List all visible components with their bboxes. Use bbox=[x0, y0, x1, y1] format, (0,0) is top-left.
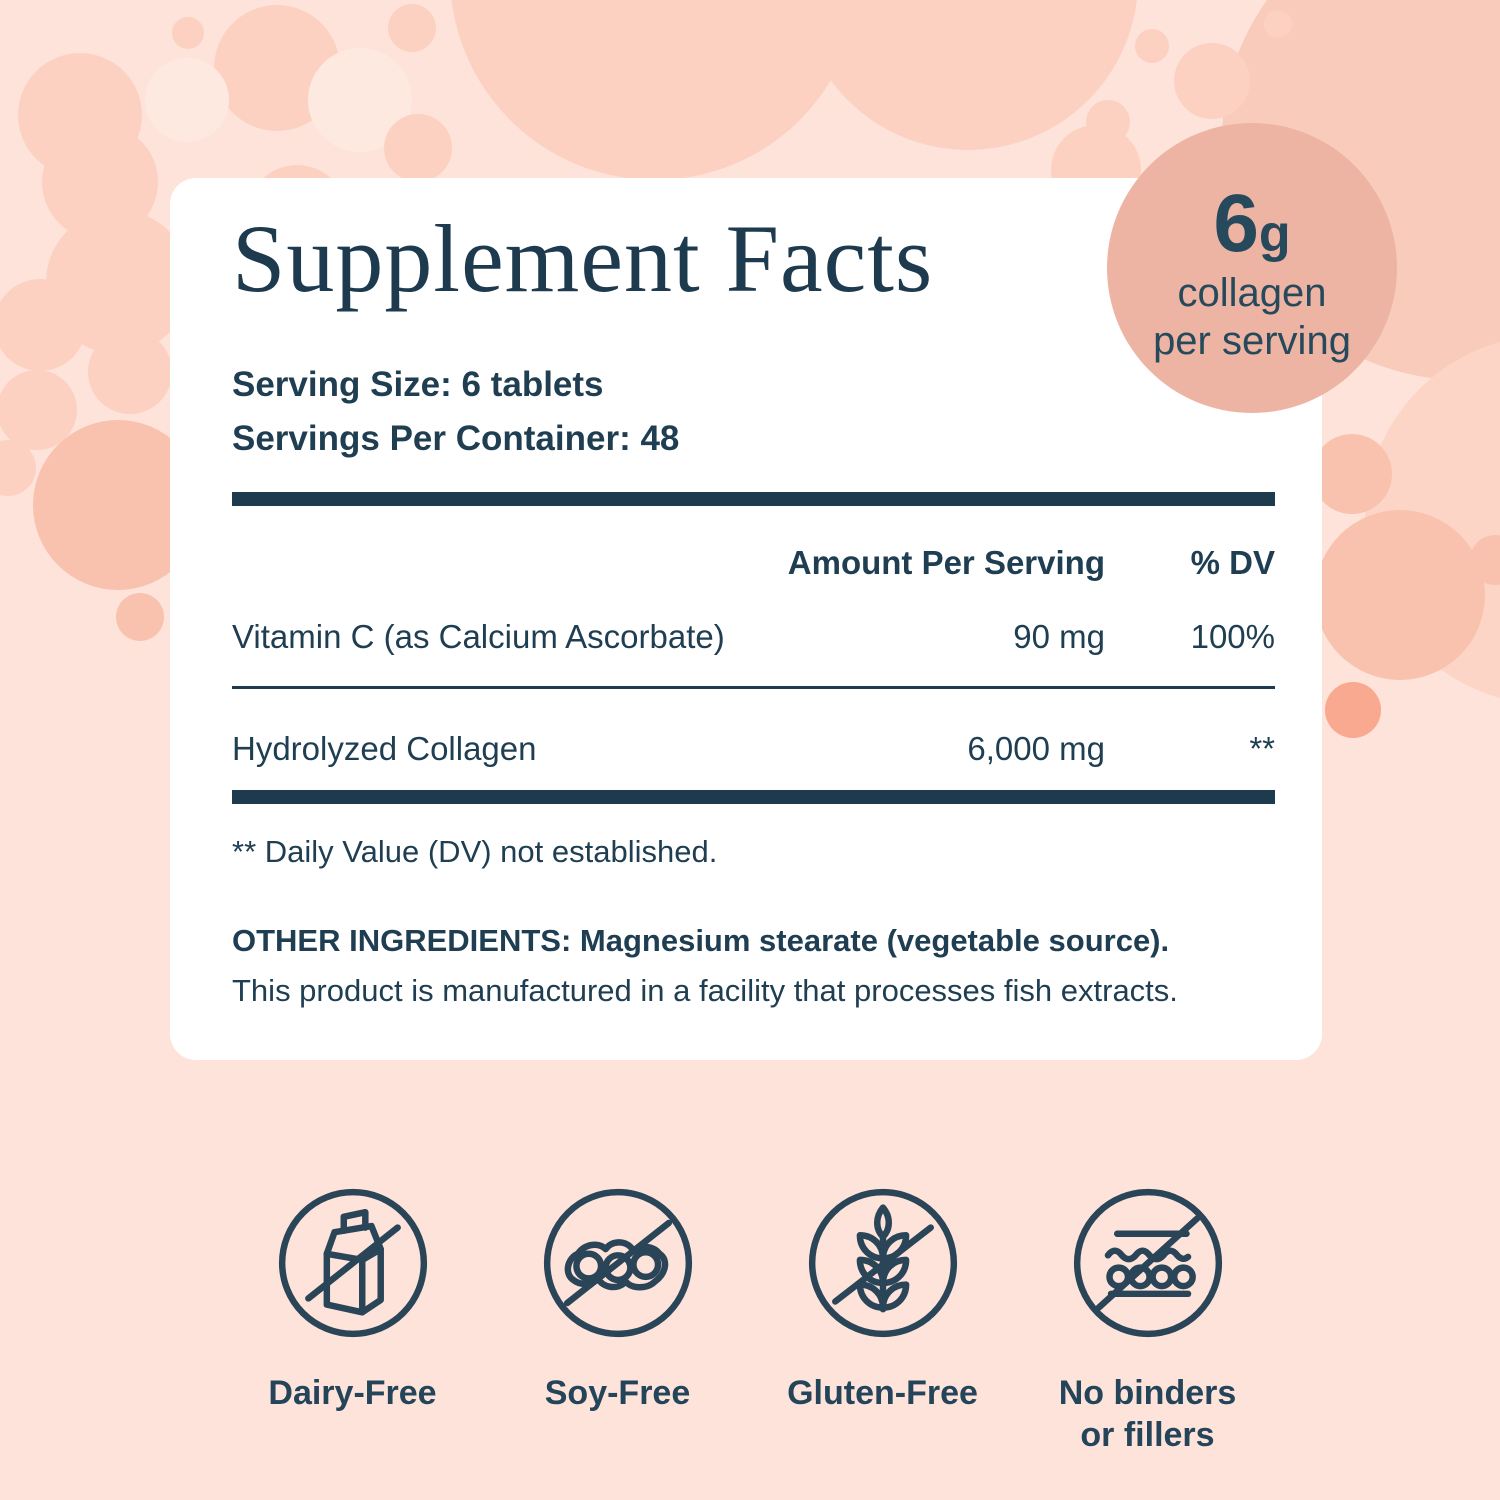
bubble-decoration bbox=[388, 4, 436, 52]
feature-gluten-free: Gluten-Free bbox=[750, 1186, 1015, 1456]
feature-label: Dairy-Free bbox=[268, 1374, 437, 1412]
nutrient-amount: 90 mg bbox=[1013, 618, 1105, 655]
collagen-badge: 6g collagen per serving bbox=[1107, 123, 1397, 413]
feature-badges-row: Dairy-Free Soy-Free bbox=[220, 1186, 1280, 1456]
nutrient-name: Hydrolyzed Collagen bbox=[232, 730, 537, 767]
bubble-decoration bbox=[1315, 510, 1485, 680]
dv-header: % DV bbox=[1190, 544, 1275, 581]
divider-thick-top bbox=[232, 492, 1275, 506]
bubble-decoration bbox=[0, 370, 77, 450]
serving-info: Serving Size: 6 tablets Servings Per Con… bbox=[232, 358, 679, 466]
bubble-decoration bbox=[1135, 29, 1169, 63]
feature-label: Soy-Free bbox=[544, 1374, 691, 1412]
facility-note: This product is manufactured in a facili… bbox=[232, 973, 1178, 1008]
bubble-decoration bbox=[1312, 434, 1392, 514]
bubble-decoration bbox=[1325, 682, 1381, 738]
other-ingredients: OTHER INGREDIENTS: Magnesium stearate (v… bbox=[232, 923, 1170, 958]
bubble-decoration bbox=[88, 330, 172, 414]
nutrient-amount: 6,000 mg bbox=[967, 730, 1105, 767]
nutrient-dv: ** bbox=[1249, 730, 1275, 767]
badge-unit: g bbox=[1258, 205, 1291, 263]
soy-free-icon bbox=[543, 1188, 692, 1338]
bubble-decoration bbox=[0, 279, 86, 371]
divider-thin bbox=[232, 686, 1275, 689]
feature-soy-free: Soy-Free bbox=[485, 1186, 750, 1456]
badge-line1: collagen bbox=[1177, 271, 1327, 315]
serving-size: Serving Size: 6 tablets bbox=[232, 365, 604, 404]
bubble-decoration bbox=[450, 0, 860, 180]
bubble-decoration bbox=[1174, 43, 1250, 119]
feature-label: No binders or fillers bbox=[1058, 1374, 1237, 1454]
bubble-decoration bbox=[1264, 10, 1292, 38]
table-row: Hydrolyzed Collagen 6,000 mg ** bbox=[232, 730, 1275, 774]
feature-dairy-free: Dairy-Free bbox=[220, 1186, 485, 1456]
bubble-decoration bbox=[1086, 100, 1130, 144]
amount-header: Amount Per Serving bbox=[787, 544, 1105, 581]
dairy-free-icon bbox=[278, 1188, 427, 1338]
other-ingredients-block: OTHER INGREDIENTS: Magnesium stearate (v… bbox=[232, 916, 1282, 1016]
bubble-decoration bbox=[1070, 2, 1106, 38]
no-binders-icon bbox=[1073, 1188, 1222, 1338]
bubble-decoration bbox=[1093, 145, 1127, 179]
nutrient-name: Vitamin C (as Calcium Ascorbate) bbox=[232, 618, 725, 655]
bubble-decoration bbox=[384, 114, 452, 182]
table-row: Vitamin C (as Calcium Ascorbate) 90 mg 1… bbox=[232, 618, 1275, 662]
bubble-decoration bbox=[172, 17, 204, 49]
feature-label: Gluten-Free bbox=[787, 1374, 978, 1412]
bubble-decoration bbox=[145, 58, 229, 142]
badge-line2: per serving bbox=[1153, 319, 1351, 363]
badge-amount: 6g bbox=[1213, 178, 1291, 269]
gluten-free-icon bbox=[808, 1188, 957, 1338]
feature-no-binders: No binders or fillers bbox=[1015, 1186, 1280, 1456]
page-title: Supplement Facts bbox=[232, 205, 934, 312]
collagen-badge-text: 6g collagen per serving bbox=[1153, 178, 1351, 365]
nutrient-dv: 100% bbox=[1190, 618, 1275, 655]
table-header-row: Amount Per Serving % DV bbox=[232, 544, 1275, 588]
servings-per-container: Servings Per Container: 48 bbox=[232, 419, 680, 458]
dv-footnote: ** Daily Value (DV) not established. bbox=[232, 834, 718, 869]
divider-thick-bottom bbox=[232, 790, 1275, 804]
bubble-decoration bbox=[116, 593, 164, 641]
